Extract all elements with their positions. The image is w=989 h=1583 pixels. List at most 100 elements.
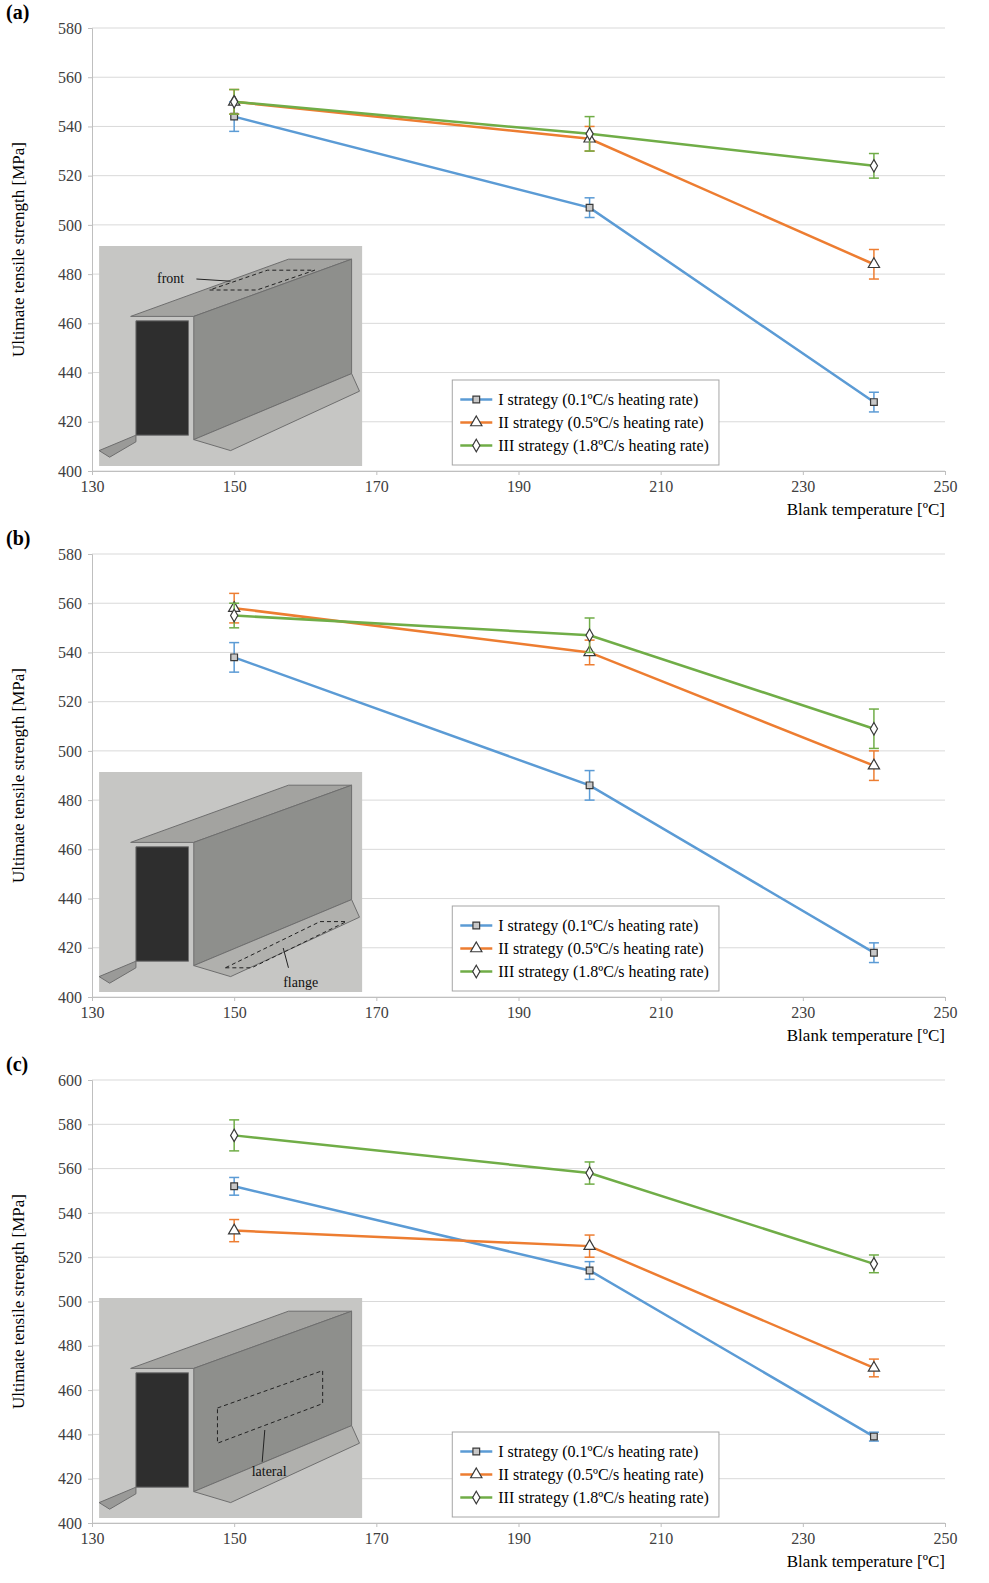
inset-photo <box>99 772 362 992</box>
error-cap <box>869 942 879 944</box>
tick-mark <box>88 1257 92 1258</box>
error-cap <box>869 177 879 179</box>
tick: 250 <box>934 471 958 495</box>
profile-flange <box>194 1426 360 1503</box>
tick-mark <box>661 471 662 475</box>
tick-label: 190 <box>507 1530 531 1547</box>
error-cap <box>585 1261 595 1263</box>
error-bar <box>229 1177 239 1195</box>
tick-label: 540 <box>58 118 82 135</box>
error-cap <box>869 750 879 752</box>
tick: 540 <box>58 644 92 661</box>
error-bar <box>869 1359 879 1377</box>
marker <box>231 654 238 661</box>
tick-mark <box>88 1346 92 1347</box>
error-bar <box>229 1220 239 1242</box>
inset <box>99 1298 362 1518</box>
tick: 170 <box>365 997 389 1021</box>
tick-label: 580 <box>58 20 82 37</box>
error-cap <box>869 962 879 964</box>
tick-mark <box>88 1434 92 1435</box>
tick: 580 <box>58 546 92 563</box>
tick-label: 130 <box>81 478 105 495</box>
tick-label: 560 <box>58 69 82 86</box>
tick-label: 440 <box>58 364 82 381</box>
grid-line <box>92 1080 945 1081</box>
tick-mark <box>803 997 804 1001</box>
series <box>229 90 880 280</box>
error-cap <box>585 1279 595 1281</box>
marker <box>586 204 593 211</box>
region-outline <box>210 270 315 290</box>
tick-label: 250 <box>934 478 958 495</box>
legend: I strategy (0.1ºC/s heating rate)II stra… <box>452 380 719 465</box>
error-cap <box>869 278 879 280</box>
tick-label: 460 <box>58 1382 82 1399</box>
x-axis-title: Blank temperature [ºC] <box>787 1026 945 1045</box>
tick-label: 170 <box>365 478 389 495</box>
tick: 460 <box>58 1382 92 1399</box>
error-cap <box>585 770 595 772</box>
error-cap <box>585 150 595 152</box>
leader-line <box>262 1430 265 1462</box>
tick-label: 460 <box>58 315 82 332</box>
tick-label: 480 <box>58 266 82 283</box>
tick-mark <box>88 948 92 949</box>
marker <box>586 1267 593 1274</box>
axis-line <box>93 998 946 1002</box>
tick-mark <box>803 471 804 475</box>
grid <box>92 1080 945 1523</box>
marker <box>870 722 877 734</box>
legend-marker <box>471 1468 482 1478</box>
tick-mark <box>88 323 92 324</box>
tick: 150 <box>223 997 247 1021</box>
error-cap <box>229 131 239 133</box>
tick-label: 500 <box>58 217 82 234</box>
legend-marker <box>473 439 480 451</box>
error-cap <box>869 249 879 251</box>
tick: 170 <box>365 471 389 495</box>
tick-mark <box>519 1523 520 1527</box>
panel-label: (c) <box>6 1053 28 1076</box>
tick: 400 <box>58 1515 92 1532</box>
y-axis: 400420440460480500520540560580600 <box>58 1072 93 1532</box>
tick-mark <box>88 28 92 29</box>
grid-line <box>92 1124 945 1125</box>
series-line <box>234 102 874 166</box>
tick-mark <box>519 471 520 475</box>
tick: 520 <box>58 167 92 184</box>
marker <box>868 1361 879 1371</box>
legend-label: I strategy (0.1ºC/s heating rate) <box>498 1443 698 1461</box>
tick-label: 480 <box>58 1337 82 1354</box>
tick-mark <box>376 997 377 1001</box>
series-line <box>234 117 874 402</box>
tick: 400 <box>58 463 92 480</box>
error-bar <box>229 593 239 623</box>
grid-line <box>92 224 945 225</box>
tick-label: 460 <box>58 841 82 858</box>
panel-label: (b) <box>6 527 30 550</box>
marker <box>586 782 593 789</box>
axis-line <box>93 1524 946 1528</box>
error-cap <box>585 150 595 152</box>
tick-mark <box>945 997 946 1001</box>
tick-label: 230 <box>791 478 815 495</box>
tick-mark <box>88 126 92 127</box>
tick-label: 540 <box>58 1205 82 1222</box>
tick-mark <box>88 1479 92 1480</box>
legend-label: I strategy (0.1ºC/s heating rate) <box>498 917 698 935</box>
error-cap <box>229 1177 239 1179</box>
profile-flange <box>194 374 360 451</box>
x-axis: 130150170190210230250 <box>81 1523 958 1547</box>
panel-label: (a) <box>6 1 29 24</box>
tick: 480 <box>58 1337 92 1354</box>
marker <box>871 1433 878 1440</box>
profile-flange <box>194 900 360 977</box>
y-axis: 400420440460480500520540560580 <box>58 546 93 1006</box>
error-cap <box>869 748 879 750</box>
tick-label: 150 <box>223 1004 247 1021</box>
error-cap <box>229 642 239 644</box>
tick-mark <box>88 1390 92 1391</box>
error-cap <box>229 602 239 604</box>
error-bar <box>229 1120 239 1151</box>
